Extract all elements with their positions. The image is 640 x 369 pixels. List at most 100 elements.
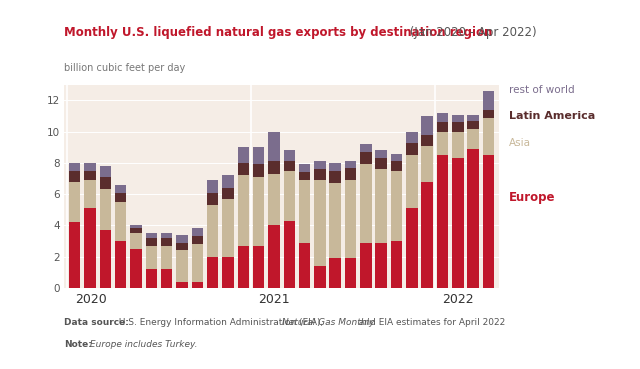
Bar (69, 182, 81, 222)
Text: Europe: Europe (509, 191, 556, 204)
Bar (284, 161, 295, 171)
Bar (100, 189, 111, 230)
Bar (436, 155, 448, 288)
Bar (84, 180, 96, 208)
Bar (131, 249, 142, 288)
Bar (330, 183, 341, 258)
Text: Data source:: Data source: (64, 318, 129, 327)
Bar (284, 221, 295, 288)
Bar (191, 282, 203, 288)
Bar (421, 135, 433, 146)
Bar (84, 163, 96, 171)
Bar (222, 199, 234, 256)
Bar (299, 242, 310, 288)
Bar (330, 171, 341, 183)
Bar (253, 147, 264, 165)
Bar (84, 171, 96, 180)
Bar (207, 180, 218, 193)
Text: Monthly U.S. liquefied natural gas exports by destination region: Monthly U.S. liquefied natural gas expor… (64, 26, 492, 39)
Bar (191, 228, 203, 236)
Bar (284, 171, 295, 221)
Bar (314, 169, 326, 180)
Bar (161, 238, 172, 246)
Bar (115, 202, 127, 241)
Bar (222, 188, 234, 199)
Bar (222, 175, 234, 188)
Bar (100, 177, 111, 189)
Bar (436, 113, 448, 123)
Bar (131, 228, 142, 233)
Bar (314, 161, 326, 169)
Bar (253, 246, 264, 288)
Bar (176, 242, 188, 250)
Bar (268, 225, 280, 288)
Bar (452, 123, 463, 132)
Bar (330, 163, 341, 171)
Bar (146, 238, 157, 246)
Bar (176, 235, 188, 242)
Bar (391, 171, 403, 241)
Bar (299, 180, 310, 242)
Bar (237, 175, 249, 246)
Bar (391, 241, 403, 288)
Text: Latin America: Latin America (509, 111, 595, 121)
Bar (406, 155, 418, 208)
Bar (115, 193, 127, 202)
Bar (467, 121, 479, 128)
Bar (467, 114, 479, 121)
Bar (360, 242, 372, 288)
Bar (452, 114, 463, 123)
Bar (345, 168, 356, 180)
Bar (100, 166, 111, 177)
Text: Europe includes Turkey.: Europe includes Turkey. (87, 340, 198, 349)
Bar (237, 147, 249, 163)
Bar (376, 151, 387, 158)
Bar (176, 282, 188, 288)
Bar (207, 256, 218, 288)
Bar (452, 158, 463, 288)
Text: (Jan 2020 - Apr 2022): (Jan 2020 - Apr 2022) (406, 26, 537, 39)
Bar (207, 205, 218, 256)
Bar (69, 222, 81, 288)
Bar (253, 177, 264, 246)
Bar (360, 165, 372, 242)
Bar (191, 236, 203, 244)
Bar (421, 182, 433, 288)
Bar (69, 171, 81, 182)
Bar (360, 144, 372, 152)
Text: and EIA estimates for April 2022: and EIA estimates for April 2022 (356, 318, 505, 327)
Bar (222, 256, 234, 288)
Text: U.S. Energy Information Administration (EIA),: U.S. Energy Information Administration (… (116, 318, 326, 327)
Bar (314, 266, 326, 288)
Bar (299, 172, 310, 180)
Bar (391, 154, 403, 161)
Bar (268, 174, 280, 225)
Bar (161, 233, 172, 238)
Bar (421, 146, 433, 182)
Bar (406, 132, 418, 143)
Bar (436, 123, 448, 132)
Bar (146, 269, 157, 288)
Bar (360, 152, 372, 165)
Bar (268, 161, 280, 174)
Bar (376, 169, 387, 242)
Bar (483, 110, 494, 118)
Bar (161, 269, 172, 288)
Bar (284, 151, 295, 161)
Bar (115, 241, 127, 288)
Bar (483, 155, 494, 288)
Text: rest of world: rest of world (509, 85, 575, 95)
Bar (268, 132, 280, 161)
Bar (483, 91, 494, 110)
Bar (146, 233, 157, 238)
Bar (253, 165, 264, 177)
Bar (452, 132, 463, 158)
Bar (467, 149, 479, 288)
Bar (176, 250, 188, 282)
Bar (100, 230, 111, 288)
Bar (237, 246, 249, 288)
Text: Natural Gas Monthly: Natural Gas Monthly (282, 318, 374, 327)
Bar (299, 165, 310, 172)
Bar (69, 163, 81, 171)
Text: billion cubic feet per day: billion cubic feet per day (64, 63, 185, 73)
